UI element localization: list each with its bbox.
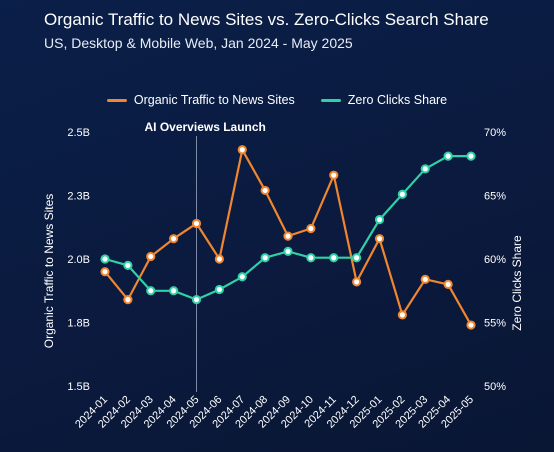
chart-subtitle: US, Desktop & Mobile Web, Jan 2024 - May…	[44, 35, 353, 51]
chart-title: Organic Traffic to News Sites vs. Zero-C…	[44, 10, 489, 29]
data-point-traffic	[420, 274, 430, 284]
y-right-tick-label: 65%	[484, 191, 506, 203]
legend-label-traffic: Organic Traffic to News Sites	[133, 93, 295, 107]
y-right-tick-label: 60%	[484, 254, 506, 266]
y-right-tick-label: 55%	[484, 318, 506, 330]
data-point-zero-clicks	[374, 215, 385, 225]
data-point-traffic	[169, 234, 179, 244]
data-point-zero-clicks	[283, 246, 293, 256]
y-left-tick-label: 1.8B	[67, 318, 90, 330]
data-point-zero-clicks	[329, 253, 339, 263]
data-point-zero-clicks	[352, 253, 362, 263]
data-point-traffic	[352, 277, 362, 287]
y-right-tick-label: 50%	[484, 381, 506, 393]
data-point-zero-clicks	[443, 151, 453, 161]
y-left-tick-label: 2.5B	[67, 127, 90, 139]
y-right-tick-label: 70%	[484, 127, 506, 139]
data-point-traffic	[306, 223, 316, 234]
data-point-zero-clicks	[100, 254, 110, 264]
series-line-zero-clicks	[104, 155, 471, 301]
data-point-traffic	[443, 279, 453, 289]
legend: Organic Traffic to News Sites Zero Click…	[0, 93, 554, 107]
legend-item-zero-clicks: Zero Clicks Share	[320, 93, 448, 107]
data-point-traffic	[466, 320, 476, 330]
data-point-zero-clicks	[237, 272, 247, 282]
annotation-label: AI Overviews Launch	[145, 120, 266, 134]
legend-swatch-traffic	[106, 98, 127, 102]
data-point-zero-clicks	[123, 260, 133, 270]
data-point-traffic	[146, 251, 156, 262]
data-point-zero-clicks	[260, 253, 270, 263]
data-point-traffic	[329, 170, 339, 180]
data-point-traffic	[397, 310, 407, 320]
data-point-zero-clicks	[191, 295, 202, 305]
data-point-traffic	[191, 218, 202, 229]
data-point-zero-clicks	[146, 286, 156, 296]
data-point-zero-clicks	[397, 189, 407, 199]
data-point-traffic	[260, 185, 270, 196]
legend-item-traffic: Organic Traffic to News Sites	[106, 93, 295, 107]
data-point-traffic	[123, 295, 133, 305]
y-left-tick-label: 2.0B	[67, 254, 90, 266]
y-right-axis-title: Zero Clicks Share	[510, 235, 524, 331]
y-left-tick-label: 2.3B	[67, 191, 90, 203]
data-point-zero-clicks	[214, 284, 224, 295]
legend-swatch-zero-clicks	[320, 98, 341, 102]
data-point-traffic	[100, 267, 110, 277]
y-left-axis-title: Organic Traffic to News Sites	[42, 194, 56, 349]
data-point-zero-clicks	[169, 286, 179, 296]
y-left-tick-label: 1.5B	[67, 381, 90, 393]
data-point-traffic	[214, 254, 224, 264]
data-point-zero-clicks	[420, 164, 430, 174]
data-point-zero-clicks	[306, 253, 316, 263]
data-point-traffic	[283, 231, 293, 241]
legend-label-zero-clicks: Zero Clicks Share	[347, 93, 448, 107]
data-point-traffic	[237, 145, 247, 155]
data-point-traffic	[374, 234, 385, 244]
data-point-zero-clicks	[466, 151, 476, 161]
